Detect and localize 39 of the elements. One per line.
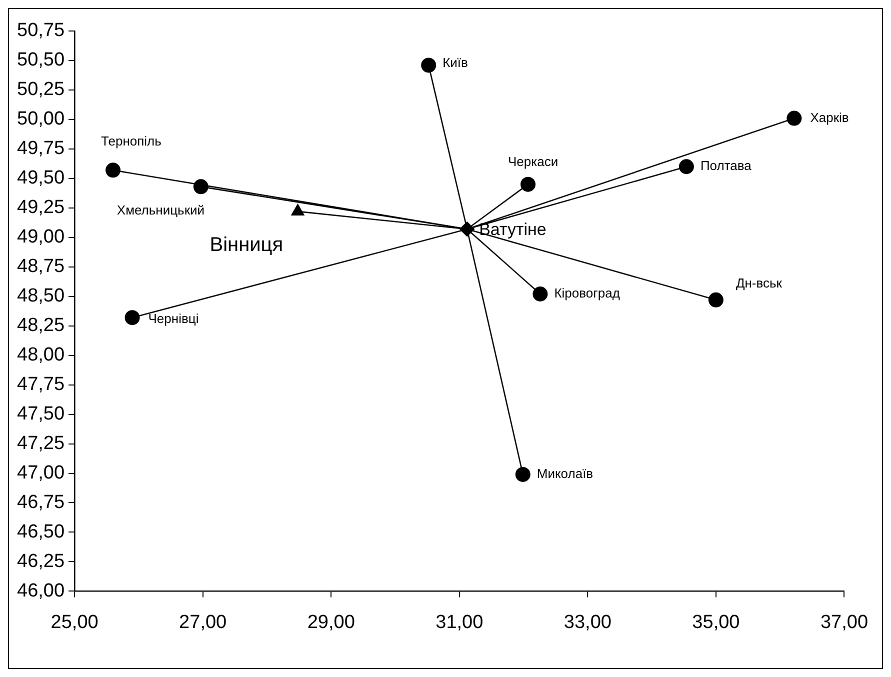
y-tick-label: 48,75 — [17, 256, 65, 278]
annotation: Дн-вськ — [736, 275, 782, 290]
y-tick-label: 50,00 — [17, 108, 65, 130]
y-tick-label: 49,75 — [17, 138, 65, 160]
annotation: Харків — [810, 110, 849, 125]
annotation: Київ — [442, 54, 468, 70]
y-tick-label: 49,00 — [17, 226, 65, 248]
y-tick-label: 46,25 — [17, 550, 65, 572]
y-tick-label: 46,75 — [17, 492, 65, 513]
y-tick-label: 50,25 — [17, 79, 65, 100]
x-tick-label: 25,00 — [50, 612, 98, 633]
y-tick-label: 49,25 — [17, 197, 65, 218]
y-tick-label: 47,25 — [17, 433, 65, 454]
annotation: Тернопіль — [101, 134, 162, 149]
annotation: Черкаси — [508, 154, 558, 169]
y-tick-label: 47,00 — [17, 462, 65, 484]
x-tick-label: 29,00 — [307, 612, 355, 633]
annotation: Ватутіне — [479, 220, 546, 239]
y-tick-label: 48,00 — [17, 344, 65, 366]
y-tick-label: 49,50 — [17, 168, 65, 189]
y-tick-label: 48,50 — [17, 286, 65, 307]
y-tick-label: 50,75 — [17, 20, 65, 42]
y-tick-label: 47,75 — [17, 374, 65, 396]
annotation: Чернівці — [148, 311, 199, 326]
y-tick-label: 46,50 — [17, 521, 65, 542]
y-tick-label: 47,50 — [17, 404, 65, 425]
y-tick-label: 50,50 — [17, 50, 65, 71]
y-tick-label: 46,00 — [17, 580, 65, 602]
x-tick-label: 31,00 — [436, 612, 484, 633]
annotation: Полтава — [700, 158, 752, 174]
annotation: Миколаїв — [536, 466, 594, 482]
x-tick-label: 35,00 — [692, 612, 740, 633]
x-tick-label: 27,00 — [179, 612, 227, 633]
annotation: Кіровоград — [554, 286, 620, 301]
annotation: Вінниця — [210, 234, 284, 256]
annotation: Хмельницький — [116, 202, 205, 218]
x-tick-label: 37,00 — [820, 612, 868, 633]
y-tick-label: 48,25 — [17, 315, 65, 336]
x-tick-label: 33,00 — [564, 612, 612, 633]
